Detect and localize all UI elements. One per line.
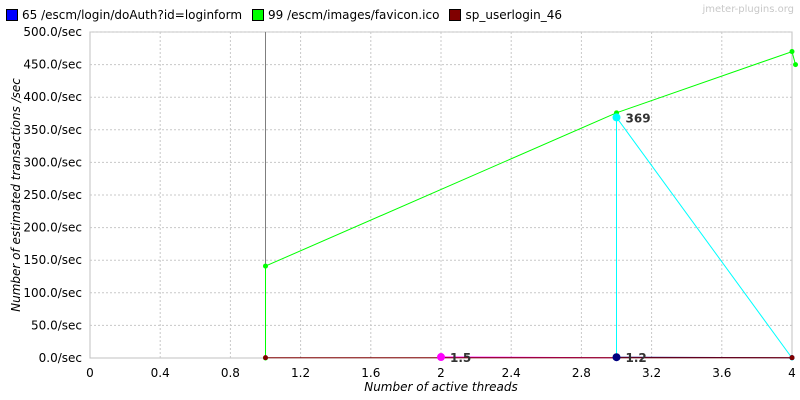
series-point-1 [793,62,799,68]
y-tick-label: 250.0/sec [23,188,82,202]
y-ticks: 0.0/sec 50.0/sec 100.0/sec 150.0/sec 200.0/s… [23,25,82,365]
x-axis-title: Number of active threads [364,380,518,394]
grid [90,31,792,358]
highlight-point [437,353,445,362]
series-point-5 [789,355,795,361]
y-tick-label: 0.0/sec [39,351,82,365]
legend-label-favicon: 99 /escm/images/favicon.ico [268,8,440,22]
y-tick-label: 400.0/sec [23,90,82,104]
x-tick-label: 2.8 [572,366,591,380]
watermark: jmeter-plugins.org [702,4,794,15]
x-tick-label: 3.6 [712,366,731,380]
y-tick-label: 150.0/sec [23,253,82,267]
x-tick-label: 0.4 [151,366,170,380]
y-tick-label: 350.0/sec [23,123,82,137]
series-point-1 [789,49,795,55]
series-point-1 [263,263,268,269]
data-label: 1.2 [626,351,647,365]
legend-swatch-userlogin [449,9,462,21]
x-tick-label: 0 [86,366,94,380]
y-axis-title: Number of estimated transactions /sec [9,78,23,312]
legend-swatch-doauth [6,9,18,21]
x-tick-label: 2.4 [502,366,521,380]
x-ticks: 0 0.4 0.8 1.2 1.6 2 2.4 2.8 3.2 3.6 4 [86,366,796,380]
legend-swatch-favicon [252,9,265,21]
y-tick-label: 100.0/sec [23,286,82,300]
legend-label-userlogin: sp_userlogin_46 [465,8,563,22]
x-tick-label: 3.2 [642,366,661,380]
x-tick-label: 2 [437,366,445,380]
y-tick-label: 450.0/sec [23,58,82,72]
x-tick-label: 1.6 [361,366,380,380]
x-tick-label: 1.2 [291,366,310,380]
legend-item-favicon: 99 /escm/images/favicon.ico [252,8,439,22]
y-tick-label: 500.0/sec [23,25,82,39]
y-tick-label: 300.0/sec [23,155,82,169]
highlight-point [612,113,621,122]
y-tick-label: 200.0/sec [23,221,82,235]
chart-legend: 65 /escm/login/doAuth?id=loginform 99 /e… [6,6,562,24]
legend-item-userlogin: sp_userlogin_46 [449,8,562,22]
data-label: 1.5 [450,351,471,365]
legend-label-doauth: 65 /escm/login/doAuth?id=loginform [22,8,243,22]
data-label-layer: 369 1.5 1.2 [437,111,651,365]
legend-item-doauth: 65 /escm/login/doAuth?id=loginform [6,8,242,22]
x-tick-label: 4 [788,366,796,380]
series-point-5 [263,355,268,361]
x-tick-label: 0.8 [221,366,240,380]
y-tick-label: 50.0/sec [31,318,82,332]
data-label: 369 [626,111,651,125]
highlight-point [612,353,621,362]
